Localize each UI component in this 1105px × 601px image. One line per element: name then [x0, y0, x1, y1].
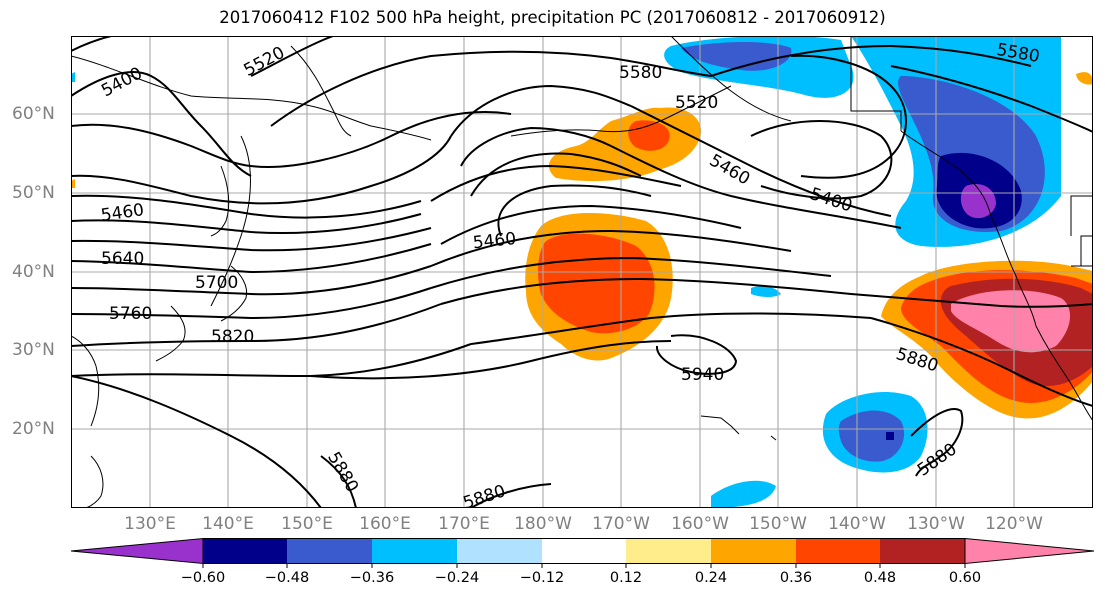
lon-label: 120°W: [985, 514, 1043, 534]
colorbar-tick-label: −0.60: [180, 570, 226, 586]
height-contours: [71, 36, 1093, 508]
colorbar-tick-label: −0.24: [434, 570, 480, 586]
shade-negative-subtropical-max: [886, 432, 894, 440]
shade-negative-subtropical-core: [838, 410, 905, 462]
colorbar-segment: [626, 538, 711, 564]
colorbar-tick-label: −0.12: [519, 570, 565, 586]
lon-label: 160°E: [359, 514, 411, 534]
colorbar-extend-high: [964, 537, 1095, 565]
colorbar-tick-label: 0.48: [863, 570, 897, 586]
contour-label: 5460: [472, 229, 517, 253]
shade-negative-north-inner: [681, 42, 792, 71]
lon-label: 170°E: [438, 514, 490, 534]
lon-label: 130°E: [124, 514, 176, 534]
contour-label: 5700: [195, 273, 238, 293]
chart-title: 2017060412 F102 500 hPa height, precipit…: [219, 8, 886, 27]
lon-label: 180°W: [514, 514, 572, 534]
colorbar-tick-label: 0.60: [948, 570, 982, 586]
contour-label: 5940: [681, 365, 724, 385]
contour-label: 5640: [101, 249, 144, 269]
colorbar-segment: [796, 538, 880, 564]
colorbar: [70, 537, 1095, 568]
lat-label: 20°N: [12, 419, 55, 439]
lat-label: 50°N: [12, 183, 55, 203]
colorbar-tick-label: 0.12: [609, 570, 643, 586]
graticule: [71, 36, 1093, 508]
lon-label: 150°W: [749, 514, 807, 534]
colorbar-segment: [542, 538, 626, 564]
colorbar-tick-label: −0.48: [264, 570, 310, 586]
precipitation-shading: [71, 36, 1093, 508]
colorbar-segment: [287, 538, 372, 564]
lon-label: 170°W: [592, 514, 650, 534]
lon-label: 140°W: [828, 514, 886, 534]
map-plot: 5400 5520 5580 5520 5580 5460 5460 5400 …: [71, 36, 1093, 508]
lat-label: 40°N: [12, 262, 55, 282]
colorbar-tick-label: −0.36: [349, 570, 395, 586]
contour-label: 5580: [619, 63, 662, 83]
contour-label: 5520: [675, 93, 718, 113]
colorbar-extend-low: [70, 537, 204, 565]
lon-label: 150°E: [281, 514, 333, 534]
lon-label: 160°W: [671, 514, 729, 534]
colorbar-segment: [880, 538, 965, 564]
colorbar-segment: [203, 538, 287, 564]
shade-positive-small-2: [1076, 72, 1093, 85]
lat-label: 30°N: [12, 340, 55, 360]
coastlines: [71, 36, 1093, 508]
colorbar-segment: [711, 538, 796, 564]
lon-label: 130°W: [907, 514, 965, 534]
contour-label: 5760: [109, 304, 152, 324]
colorbar-segment: [457, 538, 542, 564]
colorbar-tick-label: 0.36: [779, 570, 813, 586]
shade-positive-aleutian-core: [628, 120, 670, 151]
lat-label: 60°N: [12, 104, 55, 124]
colorbar-tick-label: 0.24: [694, 570, 728, 586]
shade-negative-small-2: [711, 480, 776, 508]
contour-label: 5820: [211, 327, 254, 347]
lon-label: 140°E: [202, 514, 254, 534]
shade-negative-small-1: [751, 286, 781, 297]
colorbar-segment: [372, 538, 457, 564]
